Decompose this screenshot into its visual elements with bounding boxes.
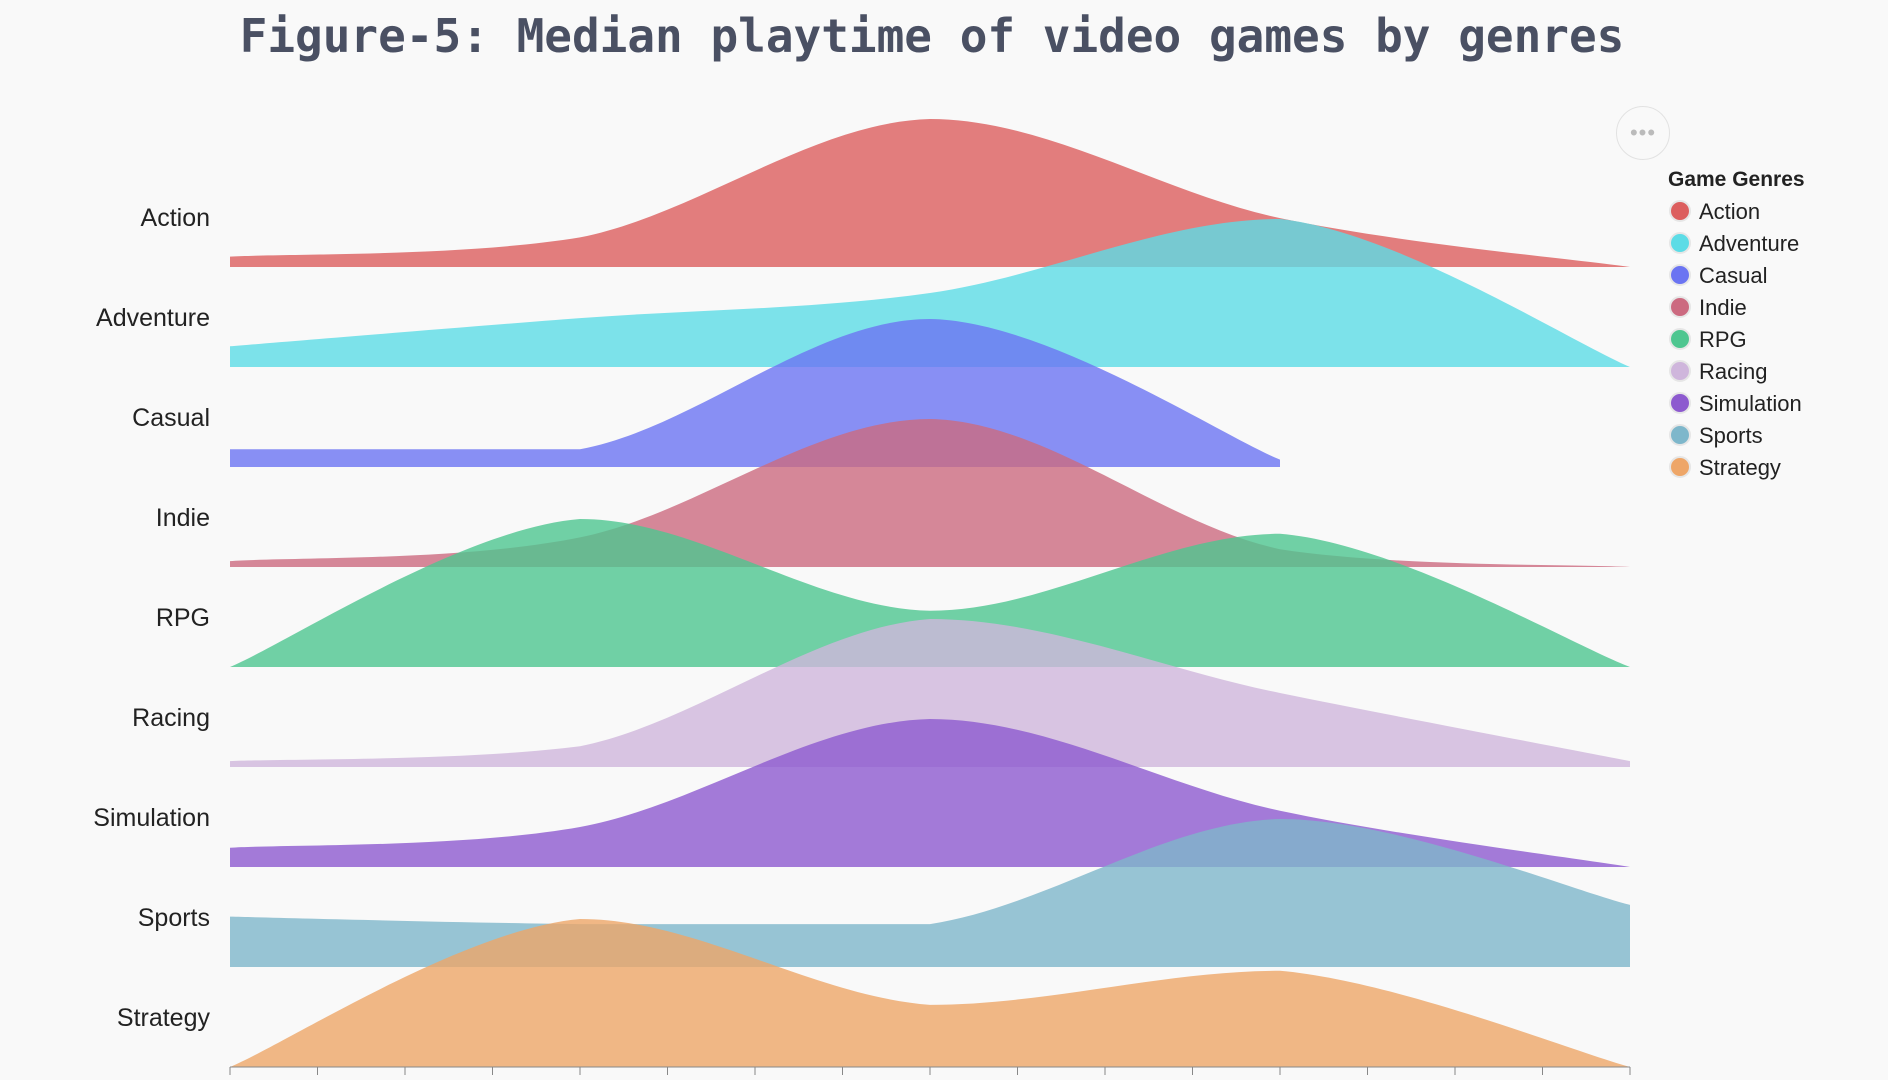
row-label-casual: Casual	[132, 404, 210, 432]
chart-title: Figure-5: Median playtime of video games…	[240, 9, 1625, 63]
legend-label: RPG	[1699, 327, 1747, 352]
row-label-rpg: RPG	[156, 604, 210, 632]
row-label-action: Action	[141, 204, 210, 232]
row-label-adventure: Adventure	[96, 304, 210, 332]
legend-marker	[1669, 392, 1691, 414]
legend-item-casual[interactable]: Casual	[1669, 263, 1767, 288]
legend-label: Adventure	[1699, 231, 1799, 256]
row-labels: Action Adventure Casual Indie RPG Racing Simul…	[93, 204, 210, 1032]
ridge-indie[interactable]	[230, 419, 1630, 567]
more-options-button[interactable]: •••	[1616, 106, 1670, 160]
legend-marker	[1669, 232, 1691, 254]
legend-label: Racing	[1699, 359, 1767, 384]
ridge-racing[interactable]	[230, 619, 1630, 767]
legend-label: Casual	[1699, 263, 1767, 288]
row-label-strategy: Strategy	[117, 1004, 211, 1032]
legend-marker	[1669, 328, 1691, 350]
row-label-simulation: Simulation	[93, 804, 210, 832]
legend-item-action[interactable]: Action	[1669, 199, 1760, 224]
legend-item-sports[interactable]: Sports	[1669, 423, 1763, 448]
legend-title: Game Genres	[1668, 168, 1805, 191]
legend-item-rpg[interactable]: RPG	[1669, 327, 1747, 352]
ridges-layer	[230, 119, 1630, 1067]
ellipsis-icon: •••	[1629, 120, 1657, 145]
legend-marker	[1669, 200, 1691, 222]
ridge-strategy[interactable]	[230, 919, 1630, 1067]
legend-marker	[1669, 264, 1691, 286]
legend-marker	[1669, 296, 1691, 318]
ridge-adventure[interactable]	[230, 219, 1630, 367]
legend-item-racing[interactable]: Racing	[1669, 359, 1767, 384]
legend-label: Strategy	[1699, 455, 1781, 480]
legend-marker	[1669, 456, 1691, 478]
x-axis	[229, 1066, 1631, 1075]
ridge-rpg[interactable]	[230, 519, 1630, 667]
legend-item-indie[interactable]: Indie	[1669, 295, 1747, 320]
legend-marker	[1669, 360, 1691, 382]
legend-label: Action	[1699, 199, 1760, 224]
legend-label: Sports	[1699, 423, 1763, 448]
legend[interactable]: Game Genres Action Adventure Casual Indie RP…	[1668, 168, 1805, 480]
legend-item-adventure[interactable]: Adventure	[1669, 231, 1799, 256]
legend-item-simulation[interactable]: Simulation	[1669, 391, 1802, 416]
ridge-casual[interactable]	[230, 319, 1280, 467]
legend-marker	[1669, 424, 1691, 446]
legend-label: Simulation	[1699, 391, 1802, 416]
row-label-sports: Sports	[138, 904, 210, 932]
ridge-action[interactable]	[230, 119, 1630, 267]
row-label-indie: Indie	[156, 504, 210, 532]
legend-item-strategy[interactable]: Strategy	[1669, 455, 1781, 480]
row-label-racing: Racing	[132, 704, 210, 732]
legend-label: Indie	[1699, 295, 1747, 320]
